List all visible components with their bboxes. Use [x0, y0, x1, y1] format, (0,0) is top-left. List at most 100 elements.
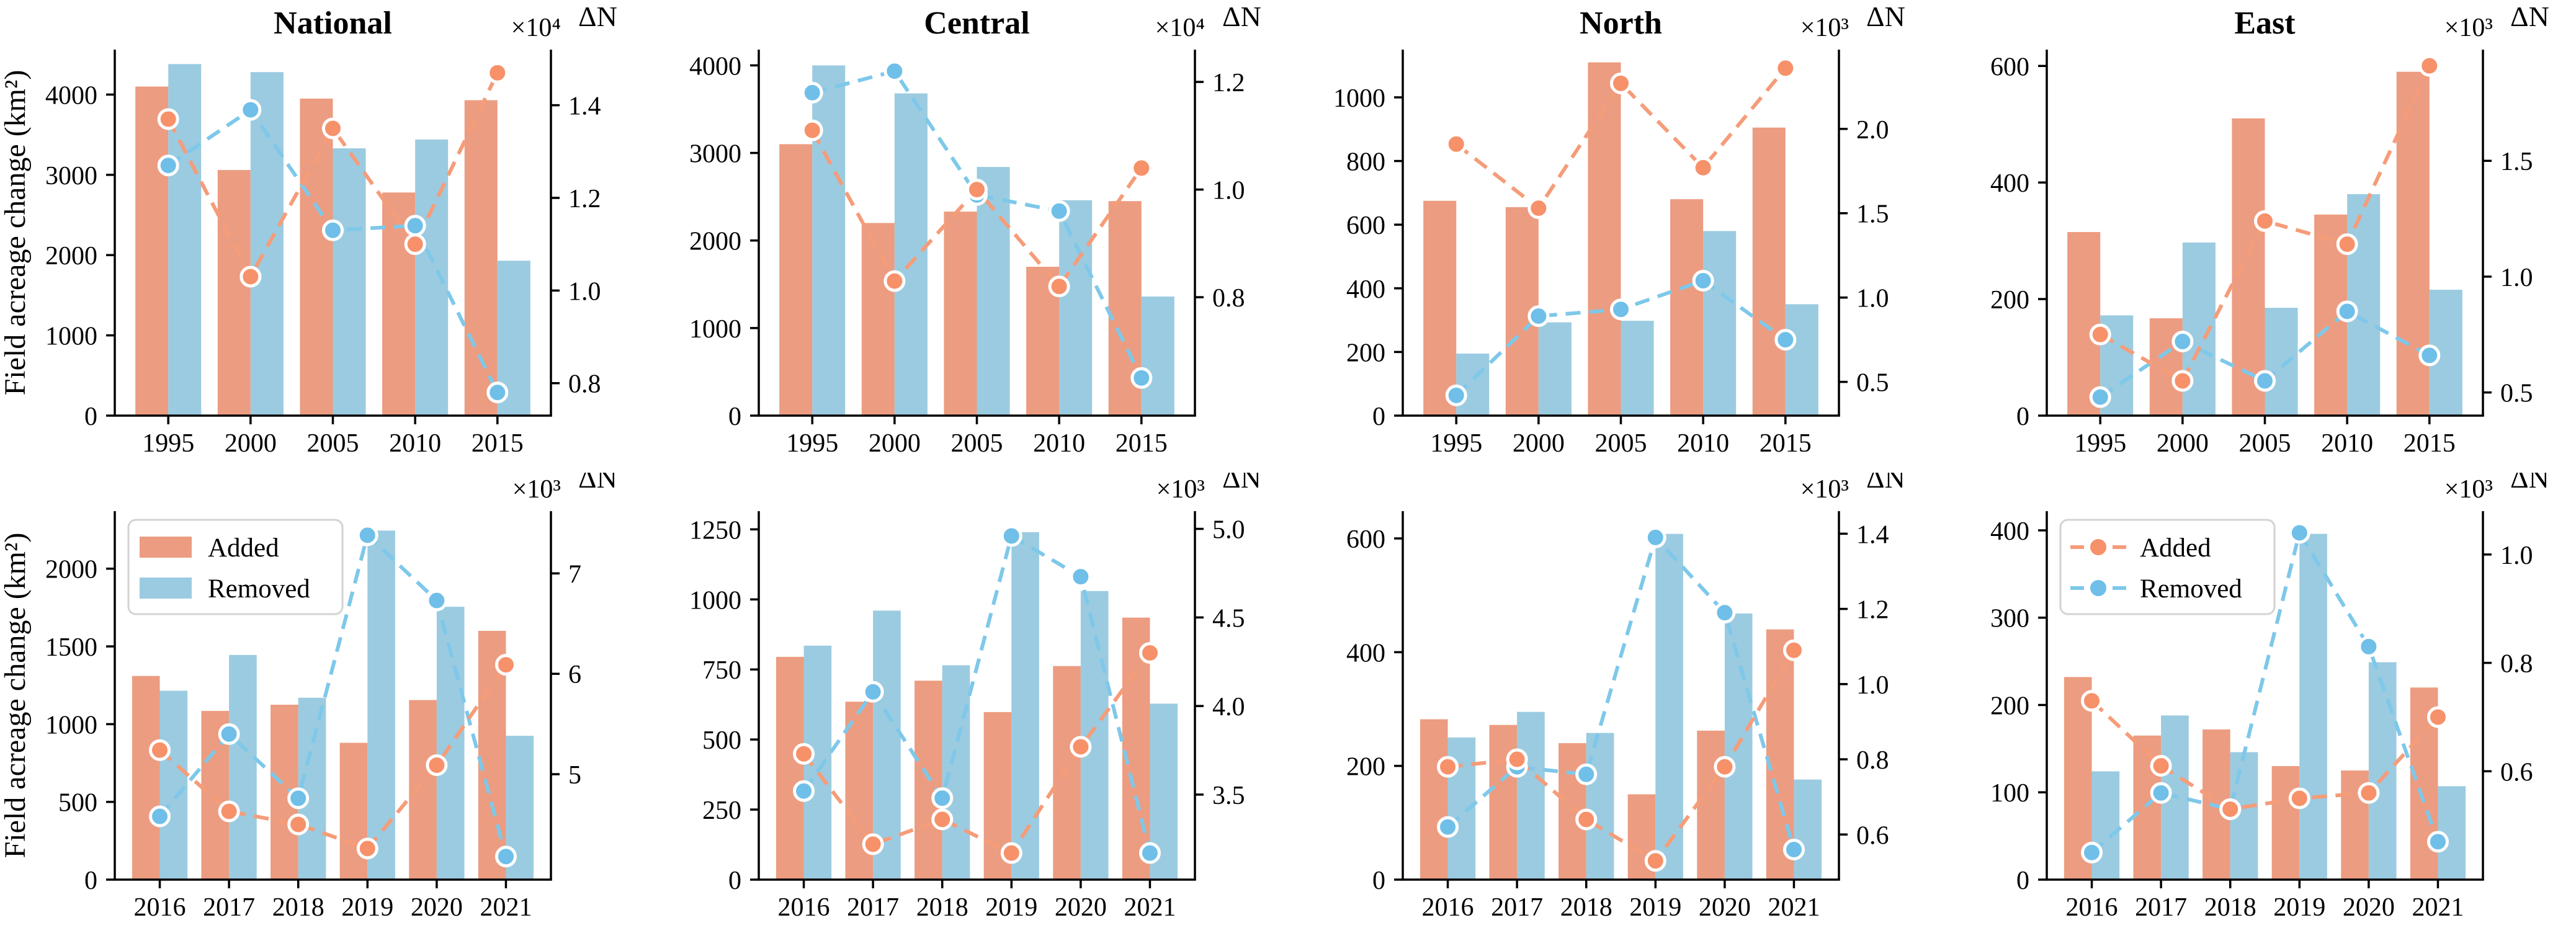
marker-removed-2015: [1130, 367, 1153, 389]
marker-added-2000: [2171, 370, 2194, 392]
right-axis-label: ΔN: [2510, 473, 2549, 494]
panel-central-bottom: 0 250 500 750 1000 1250 3.5 4.0 4.5 5.0 2016 2017 20…: [644, 473, 1288, 945]
x-tick-label: 2010: [1033, 429, 1085, 458]
marker-removed-2020: [2358, 635, 2380, 658]
marker-added-2019: [356, 837, 378, 860]
right-tick-label: 1.5: [2500, 148, 2533, 176]
marker-added-1995: [801, 119, 823, 141]
right-tick-label: 0.8: [1212, 284, 1245, 313]
marker-removed-2017: [2150, 782, 2172, 804]
marker-added-2021: [494, 654, 517, 676]
left-tick-label: 600: [1990, 53, 2029, 81]
left-tick-label: 1500: [45, 633, 97, 662]
left-tick-label: 200: [1346, 753, 1385, 782]
x-tick-label: 2019: [341, 893, 393, 922]
left-tick-label: 1000: [689, 586, 741, 615]
left-tick-label: 0: [2016, 403, 2029, 431]
right-axis-label: ΔN: [578, 1, 617, 32]
x-tick-label: 2017: [2135, 893, 2187, 922]
bar-added-1995: [2067, 232, 2101, 416]
x-tick-label: 2000: [225, 429, 277, 458]
left-tick-label: 400: [1346, 639, 1385, 667]
marker-added-2021: [1782, 639, 1805, 661]
marker-added-2010: [2336, 233, 2358, 256]
bar-added-2005: [944, 212, 977, 416]
bar-removed-2018: [942, 665, 970, 880]
left-tick-label: 0: [728, 867, 741, 895]
left-tick-label: 1250: [689, 516, 741, 545]
left-tick-label: 3000: [689, 140, 741, 169]
bar-removed-1995: [812, 65, 846, 416]
bar-removed-2018: [1586, 733, 1614, 880]
line-added: [166, 72, 499, 281]
marker-removed-2015: [486, 382, 509, 404]
right-tick-label: 1.4: [568, 92, 601, 121]
x-tick-label: 2000: [2157, 429, 2209, 458]
line-added: [2090, 699, 2440, 811]
x-tick-label: 2017: [847, 893, 899, 922]
right-axis-multiplier: ×10³: [1800, 475, 1849, 504]
line-added: [1447, 649, 1796, 863]
right-tick-label: 1.2: [1856, 596, 1889, 625]
left-tick-label: 800: [1346, 148, 1385, 177]
chart-svg-national-top: 0 1000 2000 3000 4000 0.8 1.0 1.2 1.4 1995 2000 200…: [0, 1, 617, 458]
x-tick-label: 2017: [1491, 893, 1543, 922]
right-tick-label: 5: [568, 761, 581, 790]
marker-added-1995: [157, 108, 179, 130]
bar-added-1995: [779, 144, 813, 416]
bar-removed-1995: [1456, 353, 1490, 416]
marker-added-2015: [2418, 55, 2441, 77]
line-removed: [158, 532, 508, 857]
bar-added-2000: [861, 223, 895, 416]
legend-label-added: Added: [208, 533, 279, 563]
right-tick-label: 0.5: [2500, 380, 2533, 408]
left-tick-label: 2000: [45, 242, 97, 270]
x-tick-label: 2016: [1422, 893, 1474, 922]
marker-added-2010: [1048, 275, 1070, 298]
bar-removed-2020: [1080, 591, 1109, 880]
bar-added-2016: [776, 656, 804, 880]
right-tick-label: 5.0: [1212, 516, 1245, 545]
chart-svg-national-bottom: 0 500 1000 1500 2000 5 6 7 2016 2017 2018 2019 2020 2…: [0, 473, 617, 922]
marker-removed-2018: [287, 787, 310, 810]
right-tick-label: 1.0: [1856, 285, 1889, 313]
marker-added-2018: [1575, 808, 1598, 831]
chart-svg-central-bottom: 0 250 500 750 1000 1250 3.5 4.0 4.5 5.0 2016 2017 20…: [689, 473, 1261, 922]
marker-removed-1995: [2089, 386, 2111, 408]
marker-added-2017: [218, 800, 240, 823]
x-tick-label: 2020: [1699, 893, 1751, 922]
left-tick-label: 250: [702, 797, 741, 825]
left-tick-label: 1000: [1333, 84, 1385, 113]
left-tick-label: 4000: [45, 81, 97, 110]
marker-removed-2021: [1782, 839, 1805, 861]
marker-added-2020: [1070, 736, 1092, 758]
x-tick-label: 2005: [951, 429, 1003, 458]
marker-removed-2019: [1000, 525, 1022, 547]
x-tick-label: 2018: [916, 893, 968, 922]
x-tick-label: 2010: [1677, 429, 1729, 458]
x-tick-label: 2020: [2343, 893, 2395, 922]
marker-removed-2016: [149, 805, 171, 828]
left-tick-label: 0: [1372, 867, 1385, 895]
marker-added-2016: [1437, 756, 1459, 778]
left-tick-label: 2000: [689, 228, 741, 256]
left-tick-label: 600: [1346, 212, 1385, 240]
x-tick-label: 1995: [142, 429, 194, 458]
marker-added-1995: [2089, 323, 2111, 346]
left-tick-label: 200: [1990, 286, 2029, 315]
x-tick-label: 2018: [1560, 893, 1612, 922]
left-tick-label: 100: [1990, 779, 2029, 808]
marker-removed-2000: [1527, 305, 1550, 328]
bar-removed-2019: [1655, 533, 1683, 880]
bar-added-2005: [1588, 62, 1621, 416]
right-tick-label: 0.8: [568, 370, 601, 399]
marker-added-2020: [1714, 756, 1736, 778]
left-tick-label: 600: [1346, 525, 1385, 554]
right-tick-label: 1.2: [568, 185, 601, 213]
right-tick-label: 7: [568, 560, 581, 589]
bar-added-2020: [409, 700, 437, 880]
right-tick-label: 1.2: [1212, 69, 1245, 97]
bar-added-2020: [1697, 730, 1725, 880]
x-tick-label: 2000: [1513, 429, 1565, 458]
